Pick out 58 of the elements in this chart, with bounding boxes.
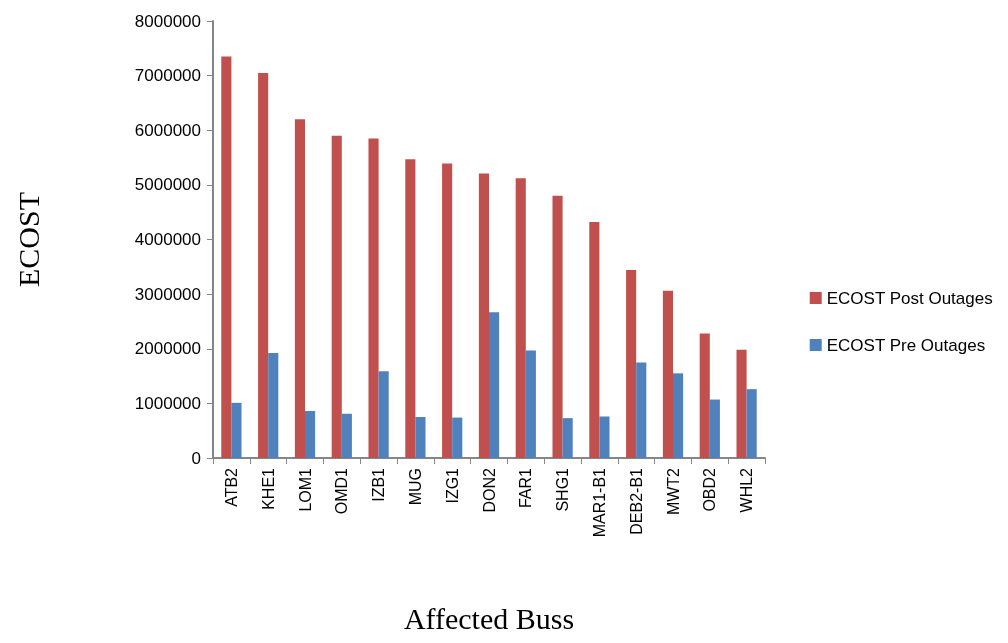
x-tick-label: KHE1 (259, 467, 277, 510)
x-tick-label: IZG1 (443, 467, 461, 504)
bar (415, 417, 426, 458)
legend-label: ECOST Pre Outages (826, 335, 986, 355)
x-tick-label: MAR1-B1 (590, 467, 608, 538)
x-axis-title: Affected Buss (403, 601, 575, 635)
bar (405, 159, 416, 458)
bar (515, 178, 526, 458)
bar (478, 173, 489, 458)
bar (662, 290, 673, 458)
bar (341, 413, 352, 458)
bar (221, 56, 232, 458)
x-tick-label: MUG (406, 468, 424, 506)
bar (626, 270, 637, 458)
x-tick-label: DEB2-B1 (627, 467, 645, 535)
bar (294, 119, 305, 458)
bar (746, 389, 757, 458)
bar (525, 350, 536, 458)
bar (599, 416, 610, 458)
y-tick-label: 5000000 (134, 175, 201, 195)
y-tick-label: 6000000 (134, 120, 201, 140)
y-tick-label: 8000000 (134, 11, 201, 31)
bar (452, 417, 463, 458)
y-tick-label: 7000000 (134, 66, 201, 86)
y-tick-label: 1000000 (134, 393, 201, 413)
x-tick-label: OBD2 (701, 467, 719, 512)
y-tick-label: 3000000 (134, 284, 201, 304)
bar (368, 138, 379, 458)
x-tick-label: DON2 (480, 467, 498, 513)
bar (305, 411, 316, 458)
x-tick-label: LOM1 (296, 467, 314, 512)
y-tick-label: 0 (191, 448, 201, 468)
bar (258, 72, 269, 458)
x-tick-label: WHL2 (738, 467, 756, 513)
x-tick-label: OMD1 (333, 467, 351, 515)
bar (709, 399, 720, 458)
bar (268, 353, 279, 458)
bar (699, 333, 710, 458)
y-tick-label: 4000000 (134, 230, 201, 249)
x-tick-label: ATB2 (222, 467, 240, 507)
x-tick-label: FAR1 (517, 467, 535, 509)
x-tick-label: SHG1 (554, 467, 572, 512)
bar (673, 373, 684, 458)
bar (231, 402, 242, 458)
x-tick-label: MWT2 (664, 467, 682, 516)
y-tick-label: 2000000 (134, 339, 201, 359)
bar (378, 371, 389, 458)
bar (562, 418, 573, 458)
legend-label: ECOST Post Outages (826, 288, 993, 308)
bar (489, 312, 500, 458)
bar (552, 195, 563, 458)
bar (736, 349, 747, 458)
x-tick-label: IZB1 (370, 467, 388, 502)
bar (331, 135, 342, 458)
y-axis-title: ECOST (11, 191, 45, 288)
bar (589, 222, 600, 458)
bar (442, 163, 453, 458)
bar (636, 362, 647, 458)
